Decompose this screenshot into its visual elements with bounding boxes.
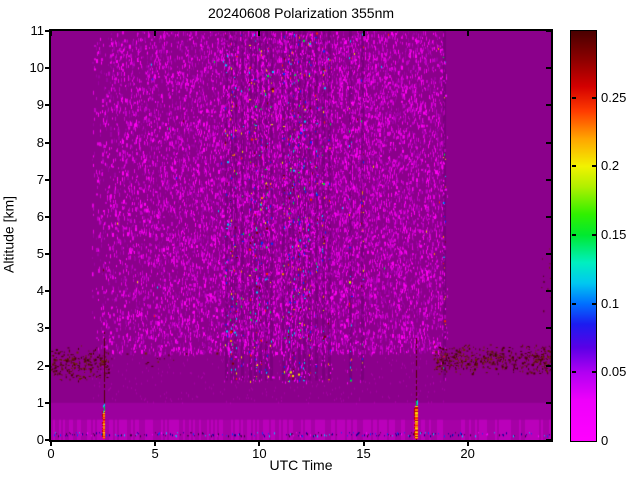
y-tick [45, 141, 50, 144]
colorbar-tick-right [592, 302, 596, 305]
x-tick-label: 5 [151, 446, 159, 461]
y-tick-right [546, 141, 551, 144]
y-tick [45, 215, 50, 218]
colorbar-tick-label: 0.25 [601, 89, 627, 105]
colorbar-tick [572, 165, 576, 168]
y-tick-label: 9 [36, 97, 44, 113]
y-tick-label: 2 [36, 357, 44, 373]
y-tick-label: 0 [36, 432, 44, 447]
y-tick-label: 10 [29, 60, 44, 76]
y-tick-right [546, 401, 551, 404]
chart-title: 20240608 Polarization 355nm [207, 5, 395, 21]
x-tick [466, 441, 469, 446]
y-tick [45, 364, 50, 367]
y-tick-right [546, 290, 551, 293]
y-tick-right [546, 215, 551, 218]
y-tick-right [546, 364, 551, 367]
y-tick-right [546, 104, 551, 107]
x-tick-label: 0 [47, 446, 55, 461]
colorbar-tick [572, 234, 576, 237]
x-tick-top [466, 31, 469, 36]
x-tick-top [258, 31, 261, 36]
x-tick [50, 441, 52, 446]
y-tick-label: 8 [36, 134, 44, 150]
y-tick [45, 401, 50, 404]
y-tick [45, 30, 50, 32]
colorbar-tick [572, 302, 576, 305]
y-tick-label: 11 [30, 23, 45, 38]
x-tick-top [154, 31, 157, 36]
colorbar-tick-right [592, 234, 596, 237]
x-tick [362, 441, 365, 446]
x-axis-label: UTC Time [269, 457, 333, 473]
colorbar-tick-label: 0.2 [601, 158, 620, 174]
y-tick [45, 327, 50, 330]
colorbar-tick [572, 96, 576, 99]
y-tick-label: 6 [36, 208, 44, 224]
y-tick-right [546, 30, 551, 32]
heatmap-plot-area [51, 31, 551, 440]
y-tick-right [546, 327, 551, 330]
y-tick-right [546, 253, 551, 256]
colorbar-tick-right [592, 165, 596, 168]
x-tick [258, 441, 261, 446]
colorbar-tick-right [592, 371, 596, 374]
y-tick [45, 439, 50, 441]
y-tick-right [546, 67, 551, 70]
x-tick-label: 20 [460, 446, 475, 461]
y-tick-label: 4 [36, 283, 44, 299]
y-tick-label: 3 [36, 320, 44, 336]
x-tick-label: 15 [356, 446, 371, 461]
y-tick-label: 7 [36, 171, 44, 187]
y-tick [45, 290, 50, 293]
x-tick-top [362, 31, 365, 36]
y-tick [45, 104, 50, 107]
y-tick [45, 253, 50, 256]
colorbar-tick-label: 0.1 [601, 295, 620, 311]
colorbar-tick-label: 0 [601, 433, 609, 448]
x-tick-label: 10 [252, 446, 267, 461]
colorbar-tick [572, 371, 576, 374]
colorbar-tick-label: 0.15 [601, 227, 627, 243]
colorbar-tick-label: 0.05 [601, 364, 627, 380]
y-tick-label: 5 [36, 246, 44, 262]
y-tick [45, 67, 50, 70]
x-tick [154, 441, 157, 446]
y-tick [45, 178, 50, 181]
x-tick-top [50, 31, 52, 36]
colorbar-tick-right [592, 96, 596, 99]
y-tick-right [546, 178, 551, 181]
y-tick-right [546, 439, 551, 441]
y-tick-label: 1 [36, 394, 44, 410]
